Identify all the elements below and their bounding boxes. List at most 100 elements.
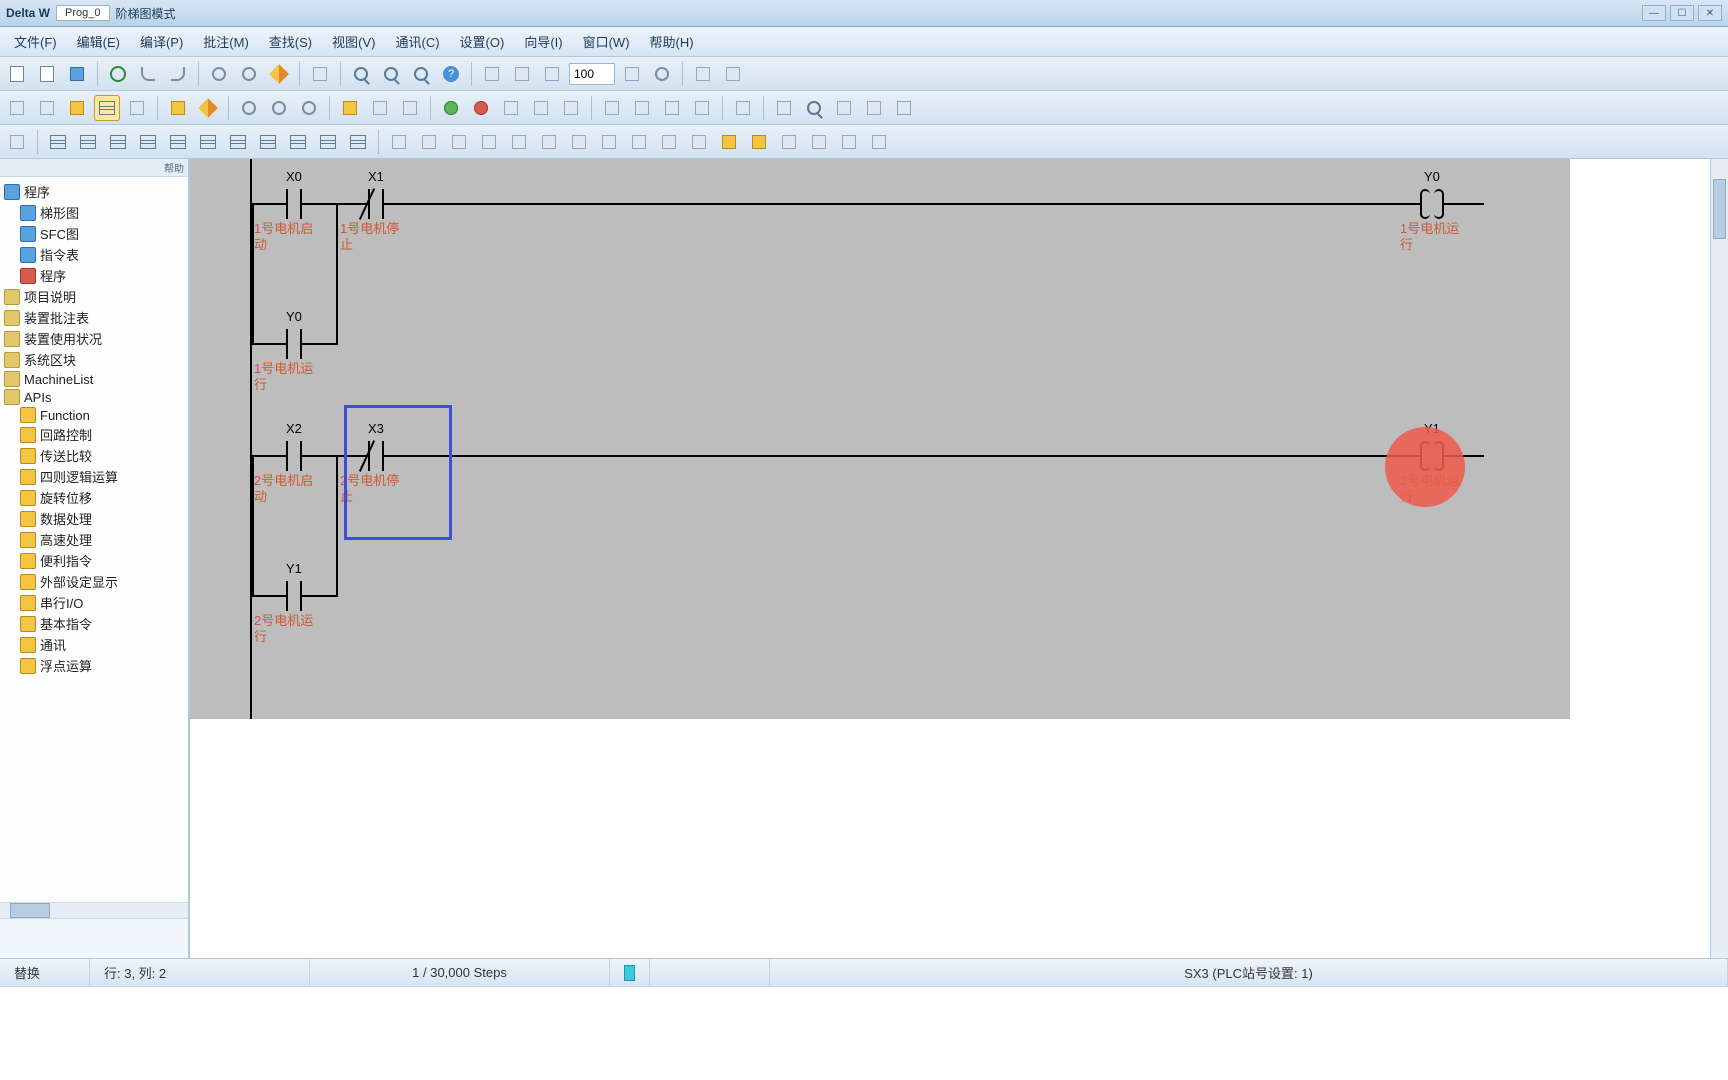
- tree-folder-rotate[interactable]: 旋转位移: [2, 487, 186, 508]
- le10[interactable]: [315, 129, 341, 155]
- tree-folder-basic[interactable]: 基本指令: [2, 613, 186, 634]
- undo-button[interactable]: [135, 61, 161, 87]
- tb2-24[interactable]: [771, 95, 797, 121]
- tree-apis[interactable]: APIs: [2, 388, 186, 406]
- tree-folder-comm[interactable]: 通讯: [2, 634, 186, 655]
- pointer-button[interactable]: [307, 61, 333, 87]
- tree-folder-float[interactable]: 浮点运算: [2, 655, 186, 676]
- tree-devcomment[interactable]: 装置批注表: [2, 307, 186, 328]
- tree-ladder[interactable]: 梯形图: [2, 202, 186, 223]
- tb2-13[interactable]: [397, 95, 423, 121]
- tree-sysblock[interactable]: 系统区块: [2, 349, 186, 370]
- coil-y0[interactable]: [1410, 189, 1454, 219]
- tb2-3[interactable]: [64, 95, 90, 121]
- le25[interactable]: [776, 129, 802, 155]
- tb2-2[interactable]: [34, 95, 60, 121]
- menu-options[interactable]: 设置(O): [450, 28, 515, 55]
- tb2-19[interactable]: [599, 95, 625, 121]
- tb2-25[interactable]: [801, 95, 827, 121]
- tb2-1[interactable]: [4, 95, 30, 121]
- pointer-tool[interactable]: [4, 129, 30, 155]
- tb1-b[interactable]: [509, 61, 535, 87]
- canvas-vscroll[interactable]: [1710, 159, 1728, 958]
- circle1-button[interactable]: [206, 61, 232, 87]
- le15[interactable]: [476, 129, 502, 155]
- tree-folder-handy[interactable]: 便利指令: [2, 550, 186, 571]
- le4[interactable]: [135, 129, 161, 155]
- le21[interactable]: [656, 129, 682, 155]
- menu-comment[interactable]: 批注(M): [193, 28, 259, 55]
- tb2-16[interactable]: [498, 95, 524, 121]
- menu-view[interactable]: 视图(V): [322, 28, 385, 55]
- contact-y1-branch[interactable]: [272, 581, 316, 611]
- redo-button[interactable]: [165, 61, 191, 87]
- tree-root[interactable]: 程序: [2, 181, 186, 202]
- le24[interactable]: [746, 129, 772, 155]
- maximize-button[interactable]: ☐: [1670, 5, 1694, 21]
- tb2-28[interactable]: [891, 95, 917, 121]
- pencil-button[interactable]: [266, 61, 292, 87]
- tb2-5[interactable]: [124, 95, 150, 121]
- le12[interactable]: [386, 129, 412, 155]
- tb1-c[interactable]: [539, 61, 565, 87]
- menu-wizard[interactable]: 向导(I): [514, 28, 572, 55]
- tree-sfc[interactable]: SFC图: [2, 223, 186, 244]
- tb1-g[interactable]: [720, 61, 746, 87]
- menu-help[interactable]: 帮助(H): [640, 28, 704, 55]
- new-button[interactable]: [4, 61, 30, 87]
- tb2-22[interactable]: [689, 95, 715, 121]
- run-button[interactable]: [438, 95, 464, 121]
- save-button[interactable]: [64, 61, 90, 87]
- circle2-button[interactable]: [236, 61, 262, 87]
- tb1-e[interactable]: [649, 61, 675, 87]
- sidebar-hscroll[interactable]: [0, 902, 188, 918]
- menu-window[interactable]: 窗口(W): [573, 28, 640, 55]
- tb2-20[interactable]: [629, 95, 655, 121]
- le6[interactable]: [195, 129, 221, 155]
- menu-search[interactable]: 查找(S): [259, 28, 322, 55]
- help-button[interactable]: ?: [438, 61, 464, 87]
- contact-x1[interactable]: [354, 189, 398, 219]
- project-tree[interactable]: 程序 梯形图 SFC图 指令表 程序 项目说明 装置批注表 装置使用状况 系统区…: [0, 177, 188, 902]
- le26[interactable]: [806, 129, 832, 155]
- tree-il[interactable]: 指令表: [2, 244, 186, 265]
- menu-file[interactable]: 文件(F): [4, 28, 67, 55]
- le7[interactable]: [225, 129, 251, 155]
- le3[interactable]: [105, 129, 131, 155]
- minimize-button[interactable]: —: [1642, 5, 1666, 21]
- zoom-out-button[interactable]: [378, 61, 404, 87]
- tree-machinelist[interactable]: MachineList: [2, 370, 186, 388]
- contact-x2[interactable]: [272, 441, 316, 471]
- le13[interactable]: [416, 129, 442, 155]
- tb2-8[interactable]: [236, 95, 262, 121]
- tb2-17[interactable]: [528, 95, 554, 121]
- tb1-d[interactable]: [619, 61, 645, 87]
- zoom-in-button[interactable]: [348, 61, 374, 87]
- tb1-a[interactable]: [479, 61, 505, 87]
- le18[interactable]: [566, 129, 592, 155]
- tree-folder-hispeed[interactable]: 高速处理: [2, 529, 186, 550]
- tree-folder-ext[interactable]: 外部设定显示: [2, 571, 186, 592]
- menu-compile[interactable]: 编译(P): [130, 28, 193, 55]
- tb2-26[interactable]: [831, 95, 857, 121]
- le8[interactable]: [255, 129, 281, 155]
- web-button[interactable]: [105, 61, 131, 87]
- tb2-21[interactable]: [659, 95, 685, 121]
- tb2-12[interactable]: [367, 95, 393, 121]
- contact-y0-branch[interactable]: [272, 329, 316, 359]
- le9[interactable]: [285, 129, 311, 155]
- tb2-6[interactable]: [165, 95, 191, 121]
- contact-no-tool[interactable]: [45, 129, 71, 155]
- tree-folder-function[interactable]: Function: [2, 406, 186, 424]
- le27[interactable]: [836, 129, 862, 155]
- tb2-10[interactable]: [296, 95, 322, 121]
- stop-button[interactable]: [468, 95, 494, 121]
- ladder-view-button[interactable]: [94, 95, 120, 121]
- close-button[interactable]: ✕: [1698, 5, 1722, 21]
- le11[interactable]: [345, 129, 371, 155]
- le28[interactable]: [866, 129, 892, 155]
- tree-folder-arith[interactable]: 四则逻辑运算: [2, 466, 186, 487]
- open-button[interactable]: [34, 61, 60, 87]
- tree-devusage[interactable]: 装置使用状况: [2, 328, 186, 349]
- tb2-23[interactable]: [730, 95, 756, 121]
